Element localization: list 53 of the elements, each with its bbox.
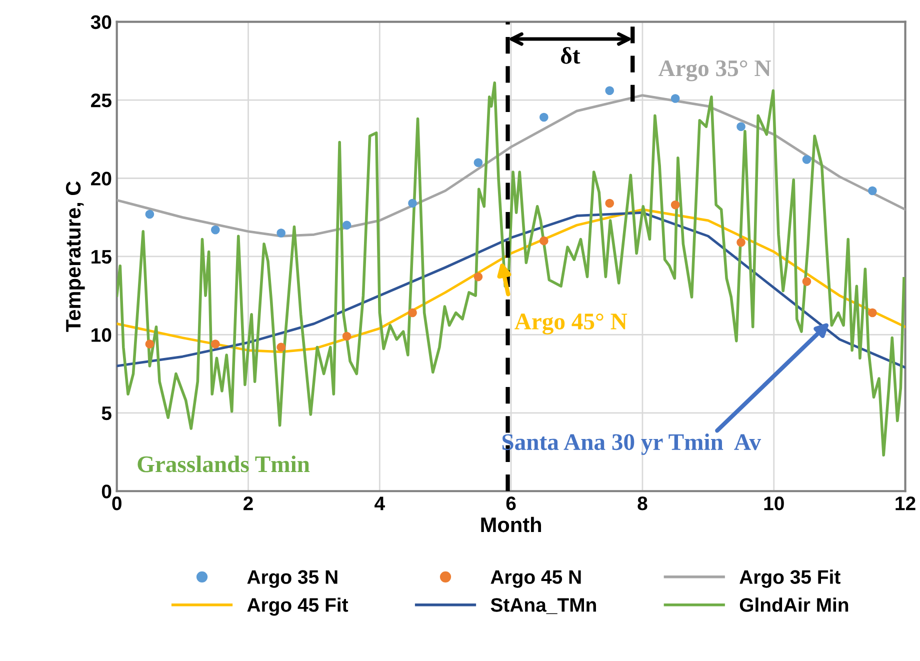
x-tick-label: 12 [896, 496, 916, 510]
point [474, 158, 483, 167]
y-tick-label: 10 [92, 328, 112, 342]
point [868, 186, 877, 196]
point [408, 308, 417, 318]
point [605, 86, 614, 96]
x-tick-label: 8 [638, 496, 648, 510]
point [342, 332, 352, 341]
annotation: Santa Ana 30 yr Tmin Av [502, 433, 762, 455]
point [211, 340, 220, 348]
point [474, 272, 483, 282]
point [145, 210, 154, 219]
annotation: Argo 45° N [514, 314, 628, 334]
x-tick-label: 4 [374, 496, 385, 510]
point [540, 112, 548, 122]
y-tick-label: 25 [91, 94, 112, 108]
y-tick-label: 5 [102, 406, 112, 420]
x-tick-label: 2 [244, 496, 253, 510]
annotation: Grasslands Tmin [138, 456, 310, 472]
point [736, 122, 746, 132]
legend-label: Argo 35 Fit [740, 570, 840, 588]
point [145, 340, 154, 348]
y-tick-label: 20 [91, 172, 112, 186]
y-axis-title: Temperature, C [66, 181, 85, 332]
point [540, 236, 548, 246]
point [868, 308, 877, 318]
point [802, 155, 812, 164]
legend-label: GlndAir Min [740, 598, 848, 612]
x-axis-title: Month [481, 516, 542, 532]
point [736, 238, 746, 247]
x-tick-label: 0 [112, 496, 122, 510]
point [802, 277, 812, 286]
x-tick-label: 6 [506, 496, 516, 510]
legend-label: Argo 45 N [490, 570, 581, 588]
point [211, 225, 220, 234]
annotation: δt [561, 46, 580, 64]
point [276, 228, 286, 238]
line-series [116, 94, 906, 238]
point [276, 342, 286, 352]
y-tick-label: 30 [90, 15, 112, 30]
line-series [116, 81, 906, 457]
x-tick-label: 10 [764, 496, 784, 510]
point [670, 200, 680, 210]
legend-label: Argo 35 N [247, 570, 338, 588]
point [605, 198, 614, 208]
legend-label: Argo 45 Fit [247, 598, 348, 616]
point [408, 198, 417, 208]
point [342, 220, 352, 230]
legend-label: StAna_TMn [490, 598, 596, 614]
annotation: Argo 35° N [658, 60, 771, 82]
point [670, 94, 680, 103]
y-tick-label: 15 [92, 250, 112, 264]
y-tick-label: 0 [102, 484, 112, 498]
